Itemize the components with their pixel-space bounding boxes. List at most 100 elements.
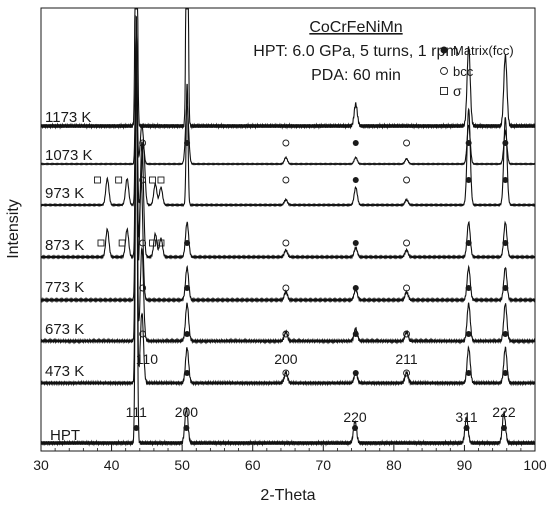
x-tick-label: 50 (174, 457, 190, 473)
fcc-marker (465, 285, 472, 291)
fcc-marker (465, 331, 472, 337)
fcc-marker (352, 177, 359, 183)
sigma-marker (157, 176, 165, 184)
bcc-marker (403, 139, 411, 147)
bcc-marker (403, 239, 411, 247)
fcc-marker (352, 370, 359, 376)
peak-annotation: 311 (455, 409, 478, 425)
y-axis-label: Intensity (5, 199, 22, 259)
fcc-marker (352, 240, 359, 246)
x-tick-label: 70 (315, 457, 331, 473)
x-axis-label: 2-Theta (260, 487, 315, 504)
bcc-marker (282, 330, 290, 338)
bcc-marker (139, 330, 147, 338)
fcc-marker (502, 140, 509, 146)
bcc-marker (282, 139, 290, 147)
fcc-marker (184, 370, 191, 376)
fcc-marker (184, 240, 191, 246)
bcc-marker (282, 239, 290, 247)
plot-border (40, 7, 536, 452)
fcc-marker (352, 331, 359, 337)
fcc-marker (502, 240, 509, 246)
fcc-marker (184, 140, 191, 146)
trace-873-k (40, 29, 536, 260)
peak-annotation: 200 (274, 351, 298, 367)
fcc-marker (502, 370, 509, 376)
chart-title: CoCrFeNiMn (309, 19, 402, 36)
sigma-marker (94, 176, 101, 184)
peak-annotation: 220 (343, 409, 367, 425)
peak-annotations: 110 200 211 111 200 220 311 222 (126, 351, 516, 425)
peak-annotation: 211 (395, 351, 418, 367)
legend-fcc-label: Matrix(fcc) (453, 43, 514, 58)
bcc-marker (139, 139, 147, 147)
legend-sigma-marker (440, 87, 448, 95)
bcc-marker (139, 284, 147, 292)
sigma-marker (97, 239, 105, 247)
x-tick-label: 100 (523, 457, 547, 473)
bcc-marker (282, 369, 290, 377)
chart-subtitle-line-2: PDA: 60 min (311, 67, 401, 84)
plot-frame (40, 7, 536, 452)
fcc-marker (463, 425, 470, 431)
series-label: 673 K (45, 321, 84, 338)
fcc-marker (502, 285, 509, 291)
sigma-marker (157, 239, 165, 247)
bcc-marker (282, 176, 290, 184)
trace-1173-k (40, 8, 536, 130)
bcc-marker (403, 176, 411, 184)
fcc-marker (502, 331, 509, 337)
fcc-marker (352, 285, 359, 291)
peak-annotation: 110 (136, 351, 159, 367)
sigma-marker (115, 176, 123, 184)
series-label: HPT (50, 427, 80, 444)
series-labels: 1173 K 1073 K 973 K 873 K 773 K 673 K 473 K HPT (45, 109, 93, 444)
x-tick-label: 30 (33, 457, 49, 473)
series-label: 473 K (45, 363, 84, 380)
trace-773-k (40, 32, 536, 304)
x-tick-label: 60 (245, 457, 261, 473)
fcc-marker (465, 140, 472, 146)
chart-subtitle-line-1: HPT: 6.0 GPa, 5 turns, 1 rpm (253, 43, 458, 60)
trace-1073-k (40, 33, 536, 166)
series-label: 1173 K (45, 109, 91, 126)
fcc-marker (183, 425, 190, 431)
series-label: 1073 K (45, 147, 93, 164)
legend-sigma-label: σ (453, 83, 462, 99)
fcc-marker (465, 177, 472, 183)
fcc-marker (184, 331, 191, 337)
legend-bcc-marker (440, 67, 448, 75)
trace-973-k (40, 31, 536, 208)
fcc-marker (352, 425, 359, 431)
sigma-marker (118, 239, 126, 247)
trace-hpt (40, 15, 536, 447)
trace-473-k (40, 35, 536, 387)
bcc-marker (139, 176, 147, 184)
fcc-marker (184, 285, 191, 291)
fcc-marker (502, 177, 509, 183)
fcc-marker (133, 425, 140, 431)
legend-fcc-marker (440, 46, 448, 54)
bcc-marker (139, 239, 147, 247)
series-traces (40, 8, 536, 447)
legend: Matrix(fcc) bcc σ (440, 43, 514, 99)
bcc-marker (403, 284, 411, 292)
x-tick-label: 80 (386, 457, 402, 473)
peak-annotation: 222 (492, 404, 516, 420)
legend-bcc-label: bcc (453, 64, 474, 79)
trace-673-k (40, 33, 536, 345)
series-label: 973 K (45, 185, 84, 202)
fcc-marker (500, 425, 507, 431)
bcc-marker (403, 369, 411, 377)
series-label: 873 K (45, 237, 84, 254)
bcc-marker (403, 330, 411, 338)
series-label: 773 K (45, 279, 84, 296)
peak-annotation: 200 (175, 404, 199, 420)
fcc-marker (352, 140, 359, 146)
x-tick-label: 90 (457, 457, 473, 473)
x-tick-label: 40 (104, 457, 120, 473)
sigma-marker (149, 176, 156, 184)
x-axis: 30 40 50 60 70 80 90 100 (33, 445, 547, 473)
fcc-marker (465, 240, 472, 246)
